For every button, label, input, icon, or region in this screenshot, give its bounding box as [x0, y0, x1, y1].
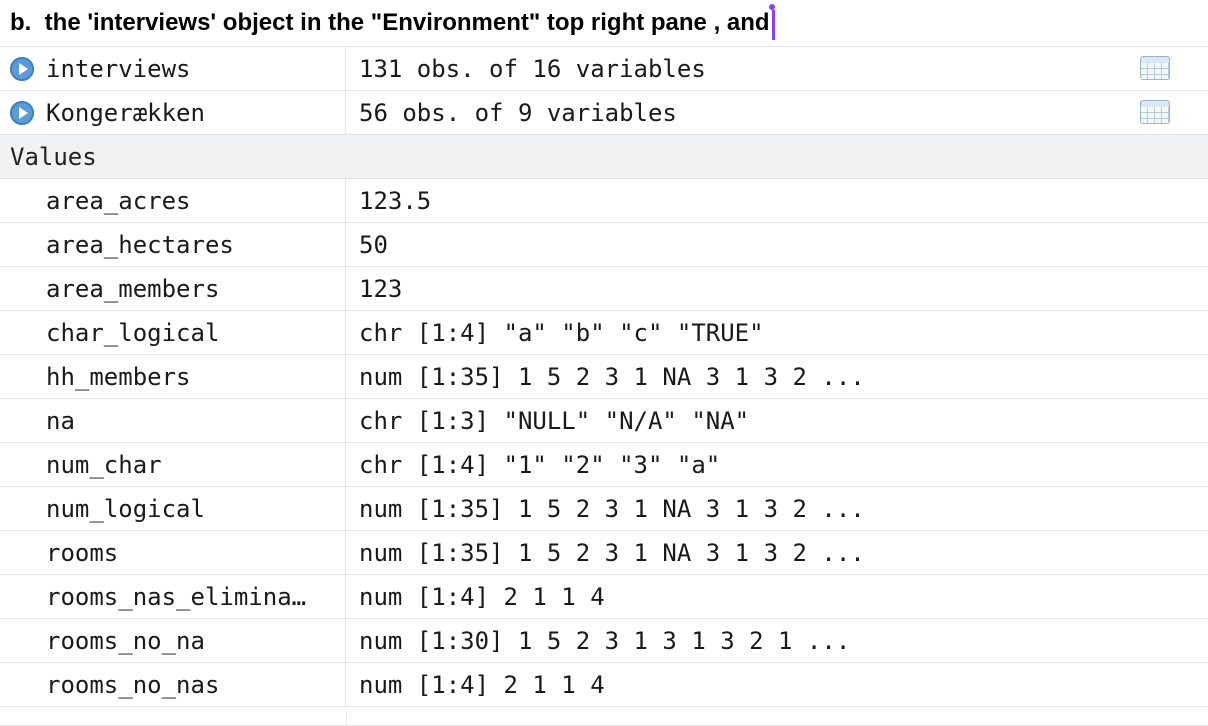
value-content: 123.5: [359, 186, 432, 215]
value-row[interactable]: area_acres 123.5: [0, 179, 1208, 223]
value-content: chr [1:4] "a" "b" "c" "TRUE": [359, 318, 764, 347]
value-row[interactable]: hh_members num [1:35] 1 5 2 3 1 NA 3 1 3…: [0, 355, 1208, 399]
value-row[interactable]: area_members 123: [0, 267, 1208, 311]
expand-arrow-icon[interactable]: [10, 100, 34, 125]
value-name: num_logical: [0, 487, 346, 530]
value-name: char_logical: [0, 311, 346, 354]
value-content: 50: [359, 230, 388, 259]
env-row-kongeraekken[interactable]: Kongerækken 56 obs. of 9 variables: [0, 91, 1208, 135]
value-name: area_members: [0, 267, 346, 310]
object-summary: 56 obs. of 9 variables: [359, 98, 677, 127]
value-content: num [1:35] 1 5 2 3 1 NA 3 1 3 2 ...: [359, 494, 865, 523]
value-content: num [1:35] 1 5 2 3 1 NA 3 1 3 2 ...: [359, 538, 865, 567]
value-name: rooms_no_nas: [0, 663, 346, 706]
text-cursor: [768, 4, 775, 40]
value-name: num_char: [0, 443, 346, 486]
value-row[interactable]: char_logical chr [1:4] "a" "b" "c" "TRUE…: [0, 311, 1208, 355]
value-name: na: [0, 399, 346, 442]
value-name: area_acres: [0, 179, 346, 222]
value-content: 123: [359, 274, 403, 303]
object-name-cell: interviews: [0, 47, 346, 90]
value-content: num [1:30] 1 5 2 3 1 3 1 3 2 1 ...: [359, 626, 851, 655]
table-view-icon[interactable]: [1140, 100, 1170, 124]
value-row[interactable]: rooms num [1:35] 1 5 2 3 1 NA 3 1 3 2 ..…: [0, 531, 1208, 575]
value-name: rooms_nas_elimina…: [0, 575, 346, 618]
object-name-cell: Kongerækken: [0, 91, 346, 134]
value-content: chr [1:3] "NULL" "N/A" "NA": [359, 406, 750, 435]
object-summary: 131 obs. of 16 variables: [359, 54, 706, 83]
value-row[interactable]: num_logical num [1:35] 1 5 2 3 1 NA 3 1 …: [0, 487, 1208, 531]
object-name: Kongerækken: [46, 98, 205, 127]
object-name: interviews: [46, 54, 191, 83]
value-content: num [1:4] 2 1 1 4: [359, 670, 605, 699]
heading-text: b. the 'interviews' object in the "Envir…: [10, 9, 770, 36]
values-section-header[interactable]: Values: [0, 135, 1208, 179]
value-row[interactable]: rooms_no_na num [1:30] 1 5 2 3 1 3 1 3 2…: [0, 619, 1208, 663]
value-row[interactable]: area_hectares 50: [0, 223, 1208, 267]
value-content: num [1:35] 1 5 2 3 1 NA 3 1 3 2 ...: [359, 362, 865, 391]
value-name: hh_members: [0, 355, 346, 398]
value-row[interactable]: na chr [1:3] "NULL" "N/A" "NA": [0, 399, 1208, 443]
value-name: area_hectares: [0, 223, 346, 266]
value-row[interactable]: num_char chr [1:4] "1" "2" "3" "a": [0, 443, 1208, 487]
value-content: num [1:4] 2 1 1 4: [359, 582, 605, 611]
env-row-interviews[interactable]: interviews 131 obs. of 16 variables: [0, 47, 1208, 91]
values-section-label: Values: [10, 142, 97, 171]
value-row[interactable]: rooms_nas_elimina… num [1:4] 2 1 1 4: [0, 575, 1208, 619]
environment-pane: interviews 131 obs. of 16 variables Kong…: [0, 46, 1208, 726]
table-view-icon[interactable]: [1140, 56, 1170, 80]
pane-bottom-edge: [0, 713, 1208, 726]
column-divider: [346, 713, 347, 726]
value-content: chr [1:4] "1" "2" "3" "a": [359, 450, 721, 479]
value-name: rooms_no_na: [0, 619, 346, 662]
expand-arrow-icon[interactable]: [10, 56, 34, 81]
question-heading: b. the 'interviews' object in the "Envir…: [0, 0, 1208, 46]
value-row[interactable]: rooms_no_nas num [1:4] 2 1 1 4: [0, 663, 1208, 707]
value-name: rooms: [0, 531, 346, 574]
